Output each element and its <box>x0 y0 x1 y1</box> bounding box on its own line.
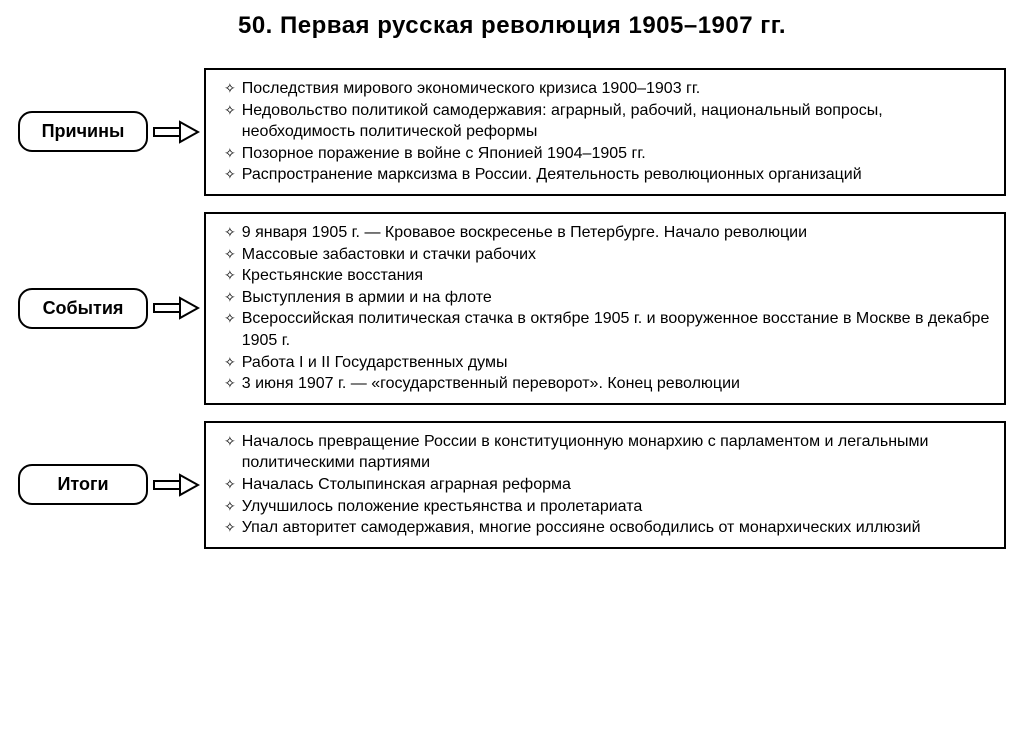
bullet-icon: ✧ <box>224 496 236 517</box>
list-item: ✧ Началась Столыпинская аграрная реформа <box>224 474 990 496</box>
list-item: ✧ Улучшилось положение крестьянства и про… <box>224 496 990 518</box>
list-item: ✧ Распространение марксизма в России. Дея… <box>224 164 990 186</box>
bullet-icon: ✧ <box>224 308 236 329</box>
list-item-text: 9 января 1905 г. — Кровавое воскресенье … <box>242 222 990 244</box>
list-item: ✧ Всероссийская политическая стачка в окт… <box>224 308 990 351</box>
bullet-icon: ✧ <box>224 517 236 538</box>
list-item-text: Началась Столыпинская аграрная реформа <box>242 474 990 496</box>
arrow-right-icon <box>148 294 204 322</box>
list-item: ✧ Выступления в армии и на флоте <box>224 287 990 309</box>
content-box: ✧ 9 января 1905 г. — Кровавое воскресенье… <box>204 212 1006 405</box>
list-item-text: Позорное поражение в войне с Японией 190… <box>242 143 990 165</box>
arrow-right-icon <box>148 118 204 146</box>
list-item-text: Крестьянские восстания <box>242 265 990 287</box>
list-item-text: Распространение марксизма в России. Деят… <box>242 164 990 186</box>
list-item-text: Недовольство политикой самодержавия: агр… <box>242 100 990 143</box>
list-item: ✧ Последствия мирового экономического кри… <box>224 78 990 100</box>
list-item-text: Выступления в армии и на флоте <box>242 287 990 309</box>
bullet-icon: ✧ <box>224 287 236 308</box>
list-item: ✧ Позорное поражение в войне с Японией 19… <box>224 143 990 165</box>
category-label: Причины <box>18 111 148 152</box>
arrow-right-icon <box>148 471 204 499</box>
bullet-icon: ✧ <box>224 373 236 394</box>
list-item-text: Массовые забастовки и стачки рабочих <box>242 244 990 266</box>
list-item: ✧ Крестьянские восстания <box>224 265 990 287</box>
content-box: ✧ Последствия мирового экономического кри… <box>204 68 1006 196</box>
diagram-row: События ✧ 9 января 1905 г. — Кровавое вос… <box>18 212 1006 405</box>
bullet-icon: ✧ <box>224 100 236 121</box>
list-item: ✧ 9 января 1905 г. — Кровавое воскресенье… <box>224 222 990 244</box>
diagram-row: Итоги ✧ Началось превращение России в кон… <box>18 421 1006 549</box>
list-item-text: Началось превращение России в конституци… <box>242 431 990 474</box>
list-item-text: Упал авторитет самодержавия, многие росс… <box>242 517 990 539</box>
list-item-text: Всероссийская политическая стачка в октя… <box>242 308 990 351</box>
category-label: События <box>18 288 148 329</box>
list-item-text: Последствия мирового экономического криз… <box>242 78 990 100</box>
bullet-icon: ✧ <box>224 222 236 243</box>
category-label: Итоги <box>18 464 148 505</box>
content-box: ✧ Началось превращение России в конституц… <box>204 421 1006 549</box>
bullet-icon: ✧ <box>224 352 236 373</box>
list-item: ✧ Недовольство политикой самодержавия: аг… <box>224 100 990 143</box>
bullet-icon: ✧ <box>224 164 236 185</box>
bullet-icon: ✧ <box>224 244 236 265</box>
bullet-icon: ✧ <box>224 265 236 286</box>
bullet-icon: ✧ <box>224 474 236 495</box>
list-item: ✧ Началось превращение России в конституц… <box>224 431 990 474</box>
list-item-text: 3 июня 1907 г. — «государственный перево… <box>242 373 990 395</box>
list-item: ✧ Массовые забастовки и стачки рабочих <box>224 244 990 266</box>
list-item-text: Работа I и II Государственных думы <box>242 352 990 374</box>
bullet-icon: ✧ <box>224 143 236 164</box>
list-item: ✧ Работа I и II Государственных думы <box>224 352 990 374</box>
bullet-icon: ✧ <box>224 431 236 452</box>
page-title: 50. Первая русская революция 1905–1907 г… <box>18 12 1006 40</box>
list-item-text: Улучшилось положение крестьянства и прол… <box>242 496 990 518</box>
bullet-icon: ✧ <box>224 78 236 99</box>
list-item: ✧ 3 июня 1907 г. — «государственный перев… <box>224 373 990 395</box>
diagram-row: Причины ✧ Последствия мирового экономичес… <box>18 68 1006 196</box>
list-item: ✧ Упал авторитет самодержавия, многие рос… <box>224 517 990 539</box>
